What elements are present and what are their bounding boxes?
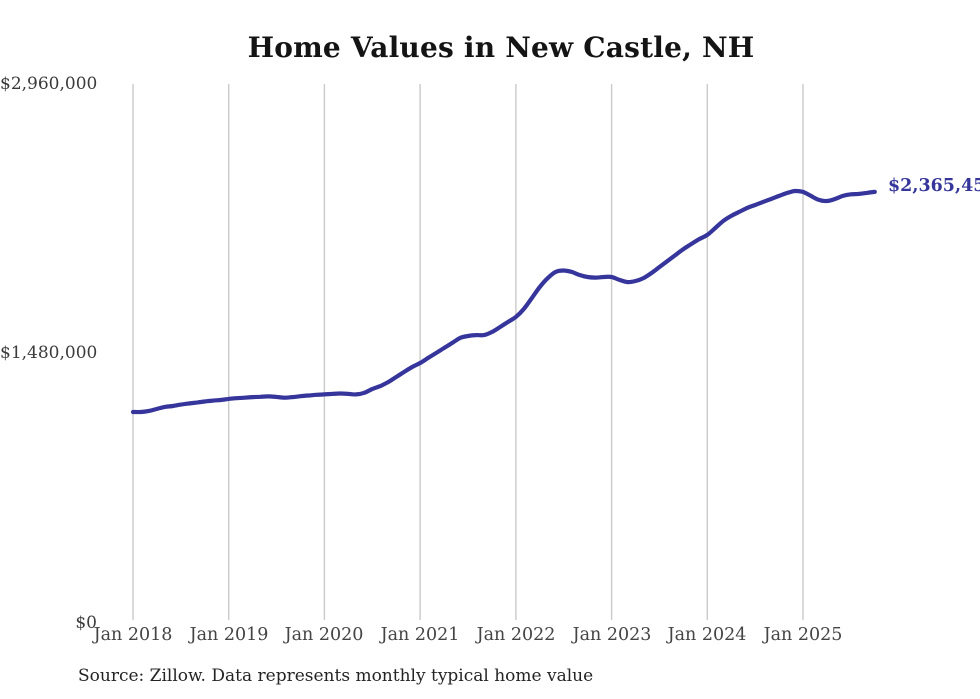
x-axis-tick-label: Jan 2023	[572, 625, 652, 645]
y-axis-tick-label: $1,480,000	[0, 343, 98, 363]
y-axis-tick-label: $0	[75, 613, 97, 633]
x-axis-tick-label: Jan 2024	[667, 625, 747, 645]
x-axis-tick-label: Jan 2020	[284, 625, 364, 645]
x-axis-tick-label: Jan 2021	[380, 625, 460, 645]
x-axis-tick-label: Jan 2022	[476, 625, 556, 645]
latest-value-label: $2,365,459	[888, 176, 980, 196]
x-axis-tick-label: Jan 2019	[189, 625, 269, 645]
home-value-line	[130, 188, 877, 415]
source-note: Source: Zillow. Data represents monthly …	[78, 666, 594, 686]
x-axis-tick-label: Jan 2018	[93, 625, 173, 645]
chart-title: Home Values in New Castle, NH	[247, 31, 755, 64]
y-axis-tick-label: $2,960,000	[0, 74, 98, 94]
x-axis-tick-label: Jan 2025	[763, 625, 843, 645]
